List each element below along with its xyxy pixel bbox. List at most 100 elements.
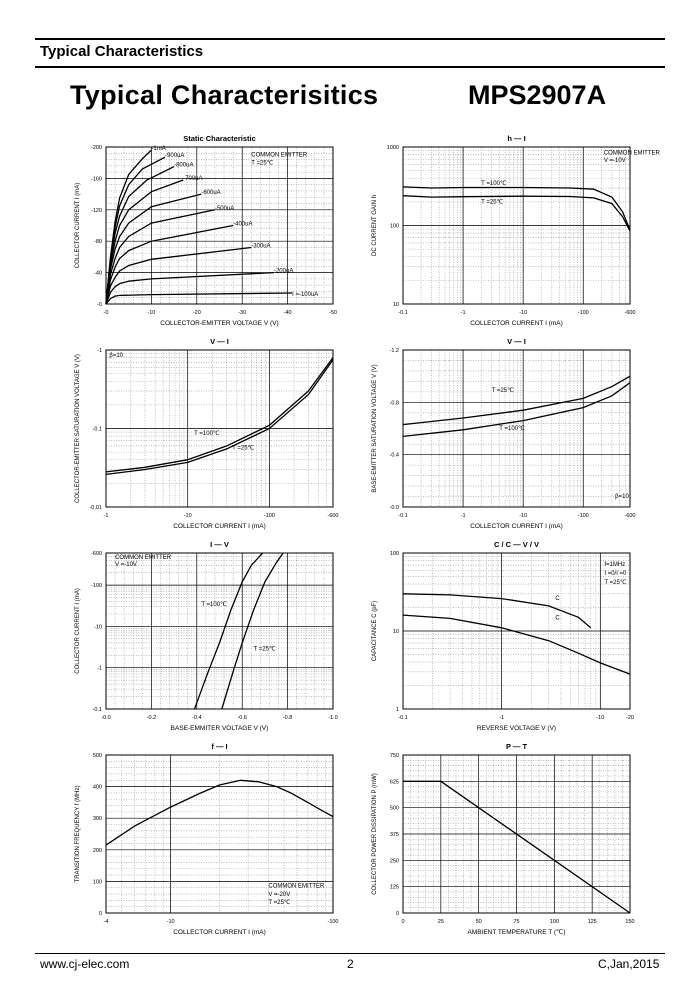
series-label: T =25℃: [254, 646, 276, 653]
x-tick-label: -0.1: [398, 513, 407, 519]
y-tick-label: -0.1: [93, 707, 102, 713]
x-tick-label: -100: [578, 310, 589, 316]
series-line: [105, 179, 184, 305]
x-tick-label: -20: [626, 715, 634, 721]
x-tick-label: 0: [401, 919, 404, 925]
chart-annotation: V =-20V: [268, 892, 290, 898]
y-tick-label: 125: [390, 885, 399, 891]
x-tick-label: -0.1: [398, 715, 407, 721]
x-tick-label: -10: [184, 513, 192, 519]
chart-annotation: T =25℃: [604, 579, 626, 586]
series-label: -200uA: [274, 269, 293, 275]
x-tick-label: -0.0: [101, 715, 110, 721]
y-axis-label: COLLECTOR-EMITTER SATURATION VOLTAGE V (…: [75, 354, 81, 503]
series-line: [402, 593, 592, 629]
y-tick-label: -120: [91, 208, 102, 214]
x-tick-label: -4: [104, 919, 109, 925]
y-tick-label: -1.2: [390, 348, 399, 354]
y-tick-label: -0: [97, 302, 102, 308]
y-tick-label: -0.4: [390, 453, 399, 459]
series-line: [402, 195, 631, 232]
x-tick-label: -10: [167, 919, 175, 925]
y-axis-label: CAPACITANCE C (pF): [372, 601, 378, 661]
series-label: -900uA: [165, 153, 184, 159]
y-axis-label: COLLECTOR CURRENT I (mA): [75, 183, 81, 268]
y-tick-label: 100: [390, 224, 399, 230]
footer-date: C,Jan,2015: [598, 957, 660, 971]
series-label: T =25℃: [481, 199, 503, 206]
series-line: [105, 779, 334, 846]
y-tick-label: 10: [393, 302, 399, 308]
chart-annotation: I =0/I =0: [604, 571, 627, 577]
series-label: T =100℃: [481, 180, 507, 187]
x-axis-label: COLLECTOR CURRENT I (mA): [173, 523, 266, 530]
x-axis-label: COLLECTOR CURRENT I (mA): [173, 929, 266, 936]
chart-hfe: -0.1 -1 -10 -100 -600 10 100 1000 h — I COLLECTOR…: [372, 134, 660, 327]
x-tick-label: -100: [578, 513, 589, 519]
x-tick-label: -10: [519, 513, 527, 519]
chart-title: P — T: [506, 742, 528, 751]
series-line: [105, 166, 175, 305]
x-axis-label: COLLECTOR-EMITTER VOLTAGE V (V): [160, 320, 278, 327]
series-label: T =100℃: [201, 601, 227, 608]
x-tick-label: -0.6: [237, 715, 246, 721]
y-tick-label: -80: [94, 239, 102, 245]
chart-title: f — I: [211, 742, 227, 751]
series-line: [105, 359, 334, 476]
x-tick-label: -100: [264, 513, 275, 519]
chart-annotation: V =-10V: [115, 562, 137, 568]
y-tick-label: 500: [93, 753, 102, 759]
x-tick-label: 100: [550, 919, 559, 925]
x-tick-label: -20: [193, 310, 201, 316]
y-tick-label: -0.8: [390, 400, 399, 406]
chart-annotation: COMMON EMITTER: [604, 151, 661, 157]
series-line: [402, 614, 631, 675]
footer-website: www.cj-elec.com: [40, 957, 130, 971]
chart-annotation: β=10: [615, 494, 629, 500]
chart-annotation: T =25℃: [268, 899, 290, 906]
series-label: -300uA: [251, 243, 270, 249]
y-tick-label: -0.1: [93, 427, 102, 433]
y-tick-label: 1000: [387, 145, 399, 151]
chart-annotation: f=1MHz: [604, 562, 625, 568]
chart-annotation: β=10: [109, 353, 123, 359]
y-tick-label: -0.01: [89, 505, 102, 511]
chart-title: V — I: [507, 337, 526, 346]
x-tick-label: -0: [104, 310, 109, 316]
x-tick-label: -0.8: [283, 715, 292, 721]
page-title: Typical Characterisitics: [70, 80, 379, 110]
y-axis-label: BASE-EMITTER SATURATION VOLTAGE V (V): [372, 364, 378, 492]
x-tick-label: 50: [476, 919, 482, 925]
x-tick-label: -0.2: [147, 715, 156, 721]
series-line: [105, 156, 166, 305]
plot-frame: [105, 349, 334, 508]
y-tick-label: 10: [393, 629, 399, 635]
chart-ic_vbe: -0.0 -0.2 -0.4 -0.6 -0.8 -1.0 -0.1 -1 -10 -100 -60…: [75, 540, 338, 732]
series-line: [402, 186, 631, 231]
y-tick-label: 1: [396, 707, 399, 713]
series-label: -500uA: [215, 206, 234, 212]
series-line: [105, 246, 252, 305]
y-axis-label: DC CURRENT GAIN h: [372, 195, 378, 256]
x-tick-label: -50: [329, 310, 337, 316]
y-tick-label: -200: [91, 145, 102, 151]
y-tick-label: -0.0: [390, 505, 399, 511]
plot-frame: [105, 146, 334, 305]
x-axis-label: AMBIENT TEMPERATURE T (℃): [467, 928, 565, 936]
x-tick-label: -30: [238, 310, 246, 316]
chart-title: V — I: [210, 337, 229, 346]
x-axis-label: COLLECTOR CURRENT I (mA): [470, 523, 563, 530]
x-tick-label: -1: [461, 513, 466, 519]
chart-title: C / C — V / V: [494, 540, 539, 549]
series-line: [105, 209, 216, 305]
plot-frame: [402, 146, 631, 305]
y-axis-label: TRANSITION FREQUENCY f (MHz): [75, 786, 81, 883]
x-tick-label: 125: [588, 919, 597, 925]
chart-vbesat: -0.1 -1 -10 -100 -600 -0.0 -0.4 -0.8 -1.2 V — I CO…: [372, 337, 636, 530]
plot-frame: [402, 349, 631, 508]
x-tick-label: -10: [147, 310, 155, 316]
section-header: Typical Characteristics: [40, 43, 204, 60]
series-label: -800uA: [174, 163, 193, 169]
x-tick-label: 75: [513, 919, 519, 925]
top-rule: [35, 38, 665, 40]
